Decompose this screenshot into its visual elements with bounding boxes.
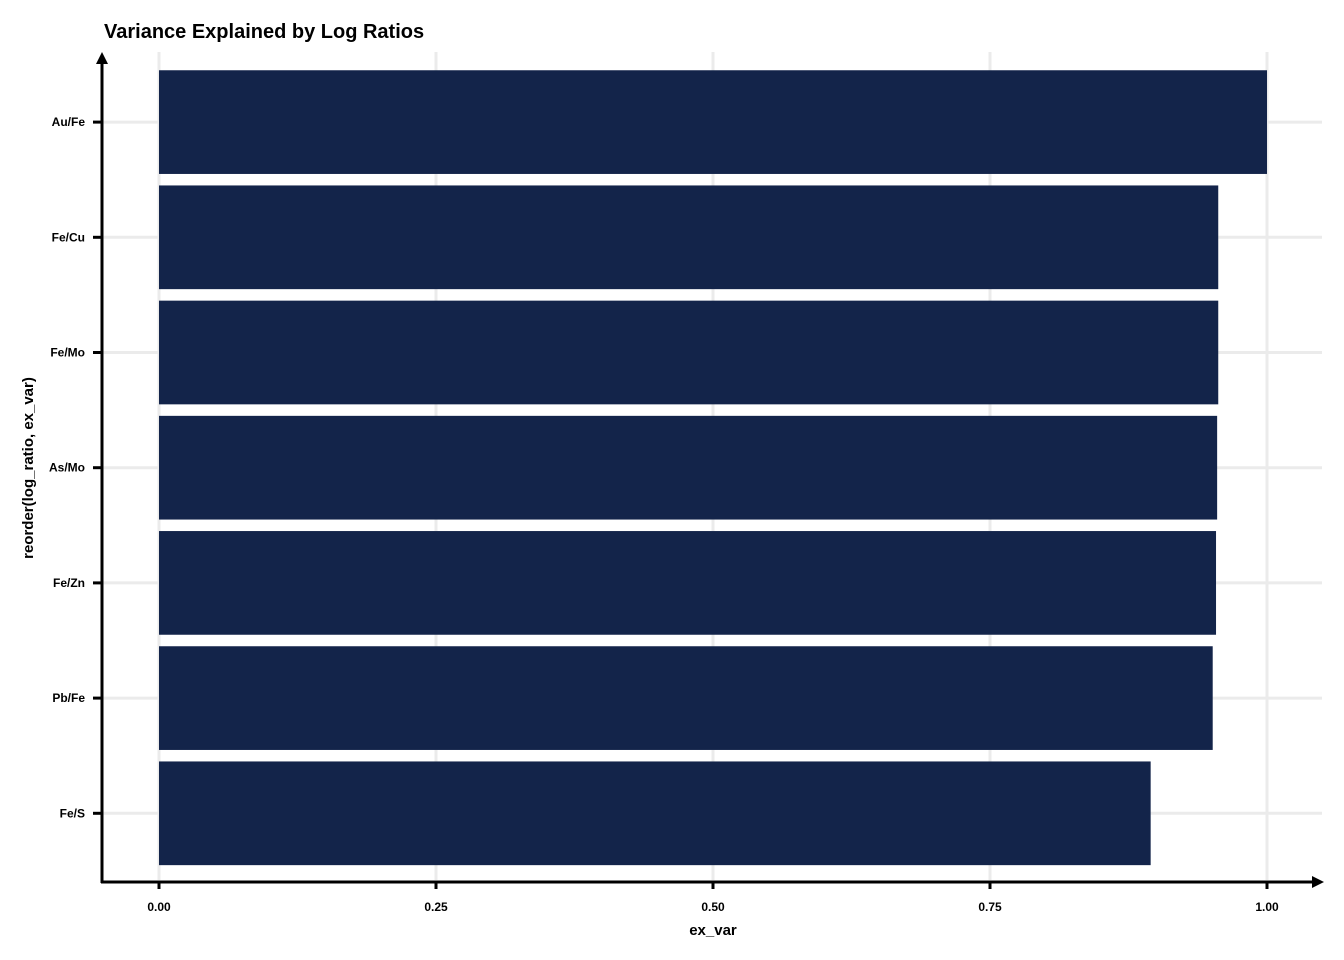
y-tick-label: Au/Fe xyxy=(52,115,86,129)
y-tick-label: Fe/Cu xyxy=(52,230,85,244)
bar-fe-s xyxy=(159,761,1151,866)
bar-fe-zn xyxy=(159,531,1217,635)
bar-fe-cu xyxy=(159,185,1219,290)
y-tick-label: Fe/Zn xyxy=(53,576,85,590)
x-tick-label: 1.00 xyxy=(1255,900,1279,914)
y-tick-label: Fe/Mo xyxy=(50,346,85,360)
x-tick-label: 0.50 xyxy=(701,900,725,914)
x-axis-arrow xyxy=(1312,876,1324,888)
y-ticks: Au/Fe Fe/Cu Fe/Mo As/Mo Fe/Zn Pb/Fe Fe/S xyxy=(49,115,101,820)
y-axis-arrow xyxy=(96,52,108,64)
bar-pb-fe xyxy=(159,646,1213,750)
x-tick-label: 0.75 xyxy=(978,900,1002,914)
y-tick-label: Fe/S xyxy=(60,806,85,820)
x-tick-label: 0.25 xyxy=(424,900,448,914)
bars xyxy=(159,70,1267,866)
y-tick-label: Pb/Fe xyxy=(52,691,85,705)
x-axis-title: ex_var xyxy=(689,922,737,939)
bar-as-mo xyxy=(159,415,1218,520)
chart-title: Variance Explained by Log Ratios xyxy=(104,21,424,43)
x-ticks: 0.00 0.25 0.50 0.75 1.00 xyxy=(147,883,1279,914)
y-axis-title: reorder(log_ratio, ex_var) xyxy=(20,377,37,559)
y-tick-label: As/Mo xyxy=(49,461,85,475)
bar-fe-mo xyxy=(159,300,1219,405)
bar-au-fe xyxy=(159,70,1267,174)
x-tick-label: 0.00 xyxy=(147,900,171,914)
axes xyxy=(96,52,1324,888)
